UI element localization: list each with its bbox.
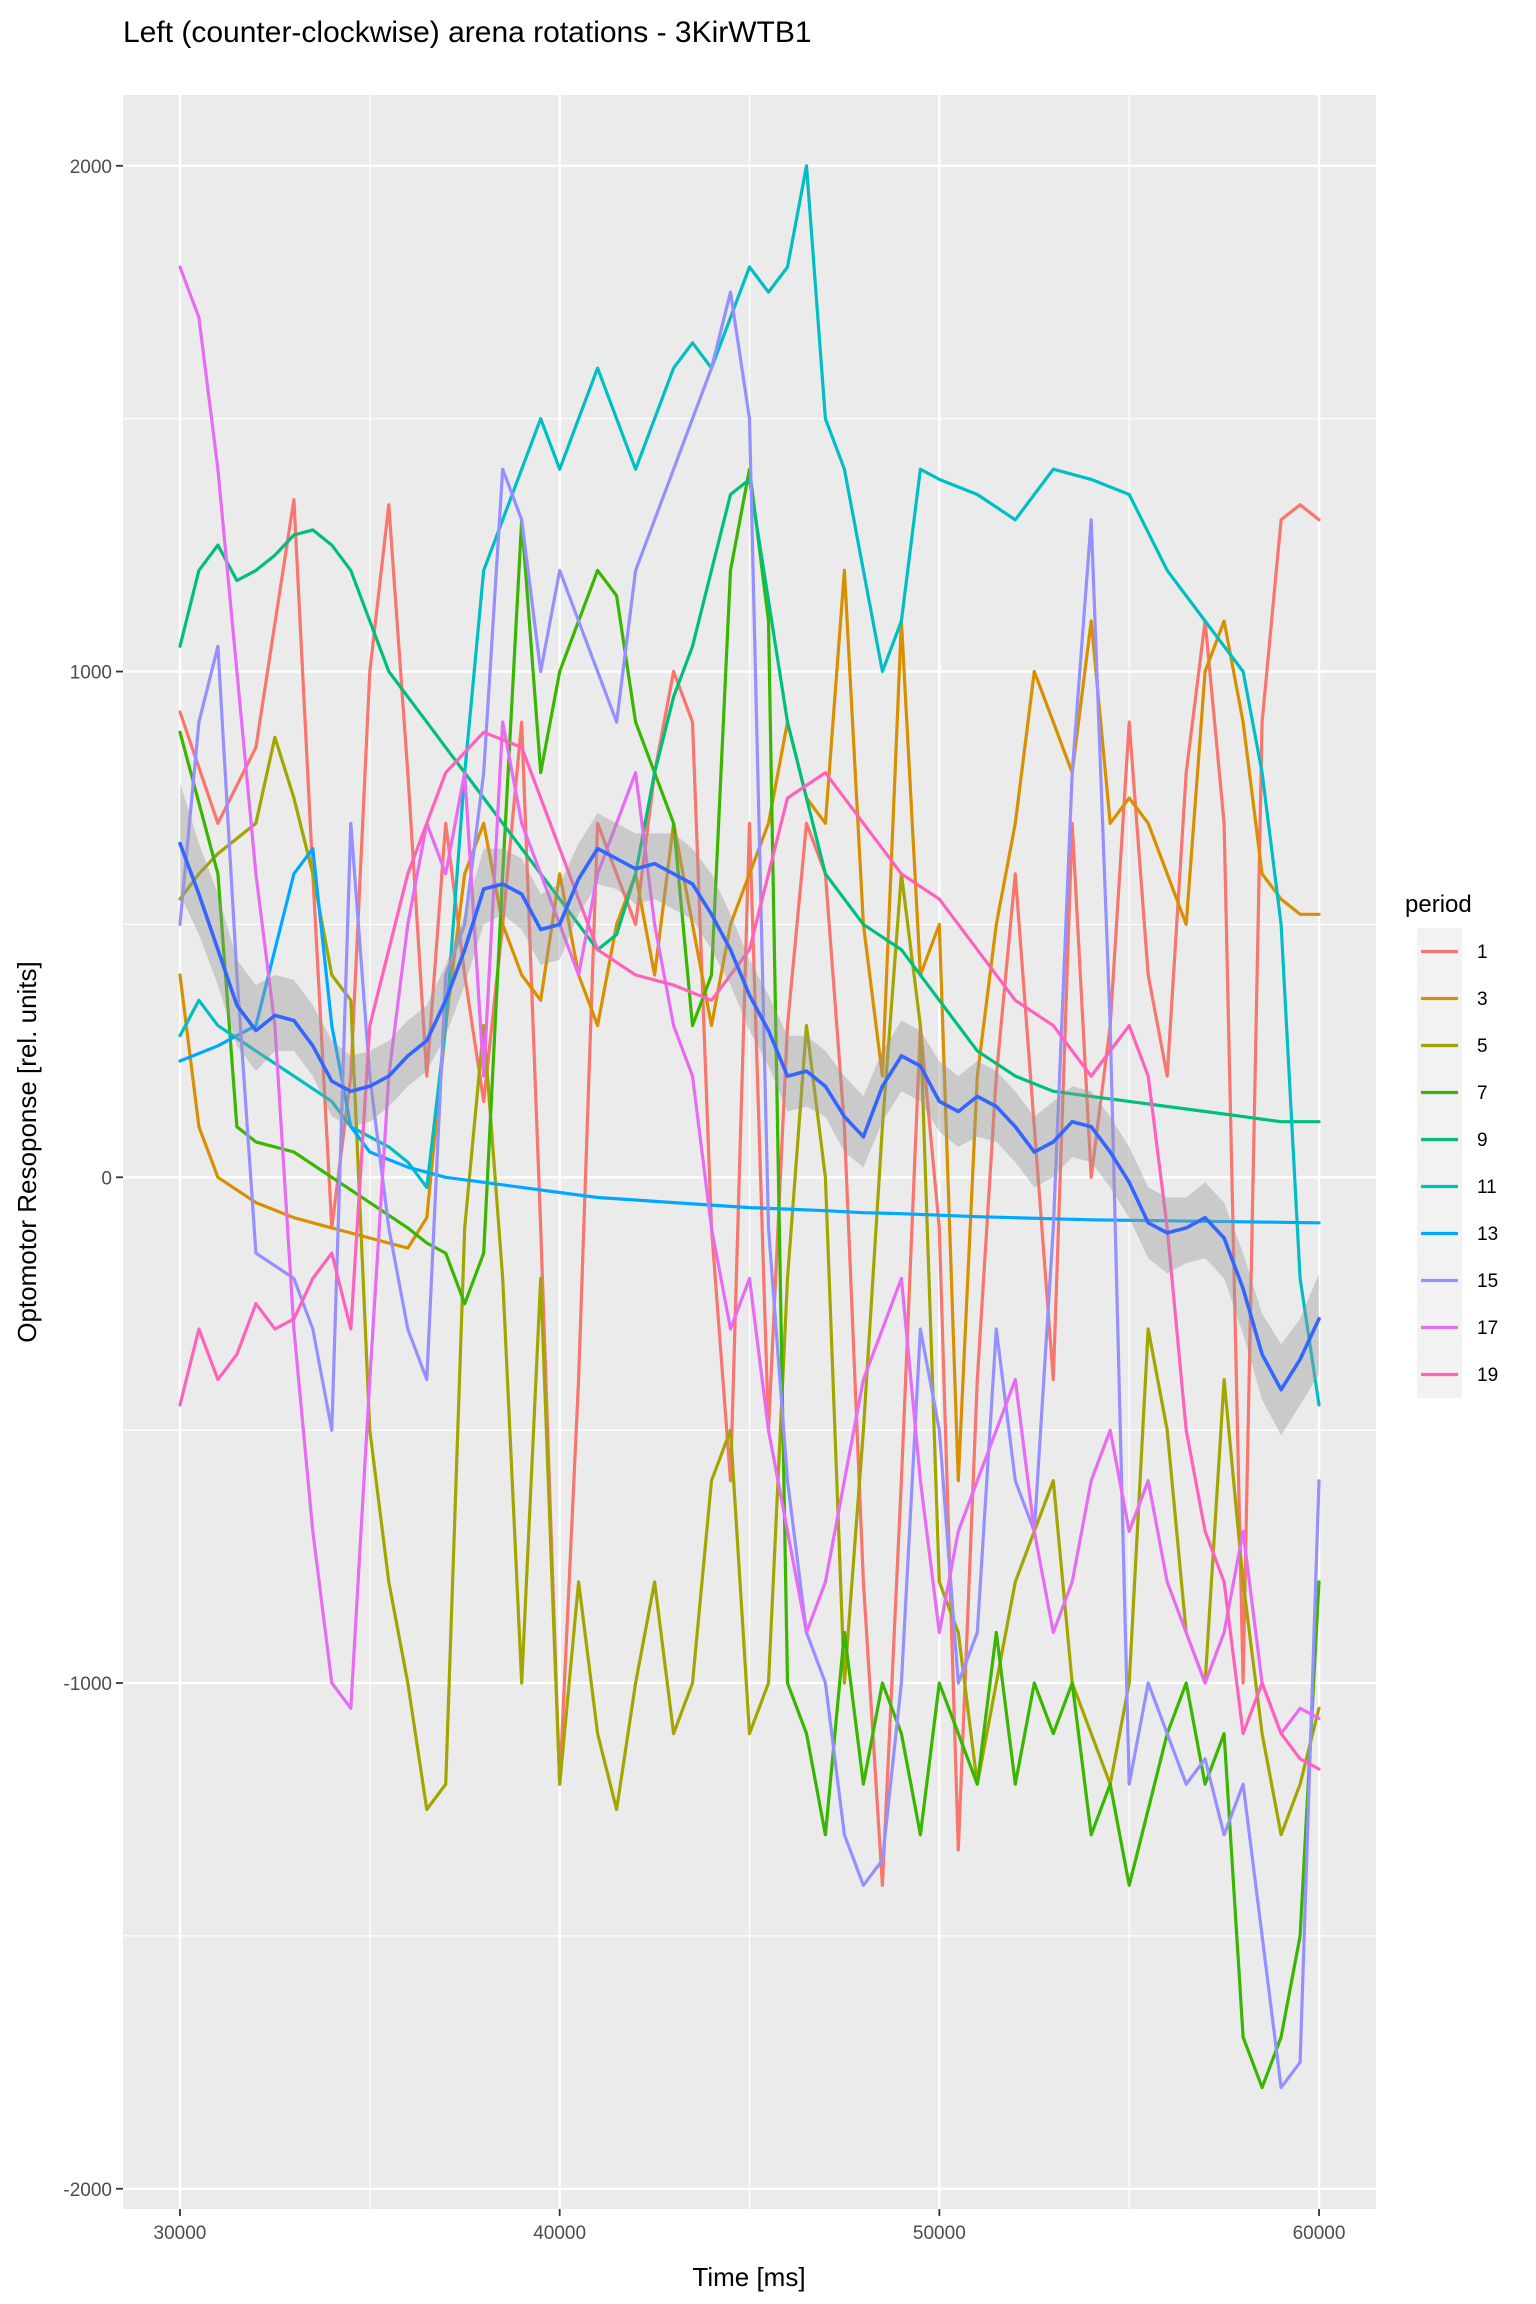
smooth-trend-line	[178, 841, 1321, 1392]
x-tick-label: 60000	[1293, 2223, 1346, 2244]
x-tick-label: 30000	[154, 2223, 207, 2244]
x-tick-label: 50000	[913, 2223, 966, 2244]
series-line-period-17	[178, 265, 1321, 1736]
legend-label: 5	[1477, 1036, 1488, 1057]
series-line-period-7	[178, 467, 1321, 2090]
legend-label: 1	[1477, 942, 1488, 963]
series-layer	[178, 164, 1321, 2090]
series-line-period-5	[178, 735, 1321, 1837]
legend-label: 19	[1477, 1365, 1498, 1386]
y-tick-label: -1000	[63, 1674, 112, 1695]
legend-label: 11	[1477, 1177, 1497, 1198]
series-line-period-11	[178, 164, 1321, 1407]
legend-label: 7	[1477, 1083, 1488, 1104]
legend-label: 13	[1477, 1224, 1498, 1245]
legend-label: 9	[1477, 1130, 1488, 1151]
y-tick-label: 2000	[70, 157, 112, 178]
x-axis-title: Time [ms]	[692, 2262, 805, 2292]
legend-label: 3	[1477, 989, 1488, 1010]
legend-label: 15	[1477, 1271, 1498, 1292]
series-line-period-13	[178, 846, 1321, 1225]
series-line-period-9	[178, 477, 1321, 1124]
y-tick-label: 1000	[70, 663, 112, 684]
axis-ticks: 30000 40000 50000 60000 -2000 -1000 0 1000 2000	[63, 157, 1345, 2244]
chart-title: Left (counter-clockwise) arena rotations…	[123, 16, 812, 49]
y-axis-title: Optomotor Resoponse [rel. units]	[12, 961, 42, 1343]
legend-title: period	[1405, 891, 1472, 918]
series-line-period-19	[178, 730, 1321, 1771]
y-tick-label: -2000	[63, 2180, 112, 2201]
y-tick-label: 0	[101, 1168, 112, 1189]
legend-label: 17	[1477, 1318, 1498, 1339]
series-line-period-15	[178, 290, 1321, 2090]
x-tick-label: 40000	[533, 2223, 586, 2244]
